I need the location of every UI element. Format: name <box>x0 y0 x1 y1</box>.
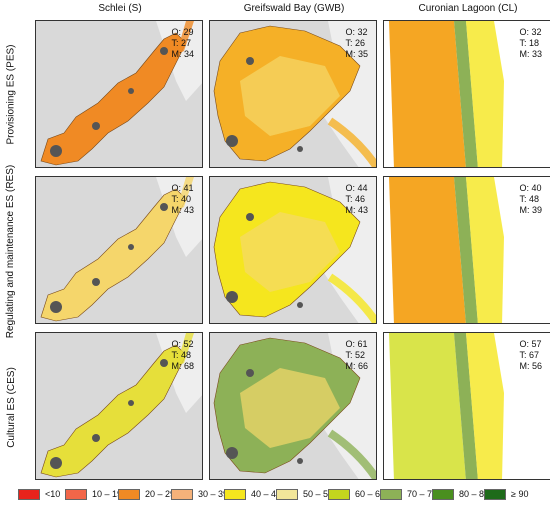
stat-m: M: 33 <box>519 49 542 59</box>
stat-o: O: 57 <box>519 339 542 349</box>
stats-box: O: 52 T: 48 M: 68 <box>171 339 194 372</box>
map-image <box>36 177 202 323</box>
stats-box: O: 32 T: 18 M: 33 <box>519 27 542 60</box>
legend-item: 60 – 69 <box>328 484 385 504</box>
stat-o: O: 41 <box>171 183 194 193</box>
column-title-curonian-lagoon: Curonian Lagoon (CL) <box>418 3 518 14</box>
map-panel-schlei-res: O: 41 T: 40 M: 43 <box>35 176 203 324</box>
stats-box: O: 57 T: 67 M: 56 <box>519 339 542 372</box>
legend-item: 70 – 79 <box>380 484 437 504</box>
legend-swatch <box>484 488 506 500</box>
row-title-provisioning: Provisioning ES (PES) <box>5 43 17 145</box>
map-panel-schlei-pes: O: 29 T: 27 M: 34 <box>35 20 203 168</box>
stat-m: M: 66 <box>345 361 368 371</box>
stats-box: O: 40 T: 48 M: 39 <box>519 183 542 216</box>
legend-swatch <box>65 488 87 500</box>
stat-m: M: 68 <box>171 361 194 371</box>
legend-label: 80 – 89 <box>459 489 490 499</box>
legend-item: 50 – 59 <box>276 484 333 504</box>
stat-o: O: 29 <box>171 27 194 37</box>
legend-swatch <box>118 488 140 500</box>
legend-label: <10 <box>45 489 61 499</box>
legend-label: 50 – 59 <box>303 489 334 499</box>
map-panel-schlei-ces: O: 52 T: 48 M: 68 <box>35 332 203 480</box>
map-image <box>384 21 550 167</box>
legend-item: 40 – 49 <box>224 484 281 504</box>
stat-m: M: 43 <box>345 205 368 215</box>
stat-o: O: 32 <box>345 27 368 37</box>
legend-swatch <box>380 488 402 500</box>
map-image <box>210 21 376 167</box>
legend-item: ≥ 90 <box>484 484 528 504</box>
map-panel-curonian-lagoon-res: O: 40 T: 48 M: 39 <box>383 176 550 324</box>
map-panel-curonian-lagoon-ces: O: 57 T: 67 M: 56 <box>383 332 550 480</box>
legend-label: 20 – 29 <box>145 489 176 499</box>
stats-box: O: 44 T: 46 M: 43 <box>345 183 368 216</box>
stat-t: T: 67 <box>519 350 539 360</box>
map-image <box>210 177 376 323</box>
map-image <box>36 21 202 167</box>
map-image <box>36 333 202 479</box>
stat-o: O: 40 <box>519 183 542 193</box>
stats-box: O: 61 T: 52 M: 66 <box>345 339 368 372</box>
stat-m: M: 34 <box>171 49 194 59</box>
legend-swatch <box>328 488 350 500</box>
legend-swatch <box>18 488 40 500</box>
legend: <10 10 – 19 20 – 29 30 – 39 40 – 49 50 – 59 60… <box>18 484 548 504</box>
map-panel-greifswald-bay-pes: O: 32 T: 26 M: 35 <box>209 20 377 168</box>
legend-swatch <box>171 488 193 500</box>
legend-label: 60 – 69 <box>355 489 386 499</box>
column-title-schlei: Schlei (S) <box>98 3 142 14</box>
legend-item: 80 – 89 <box>432 484 489 504</box>
map-image <box>384 333 550 479</box>
legend-swatch <box>276 488 298 500</box>
stat-t: T: 40 <box>171 194 191 204</box>
stat-t: T: 18 <box>519 38 539 48</box>
map-image <box>384 177 550 323</box>
row-title-cultural: Cultural ES (CES) <box>5 366 17 448</box>
stat-o: O: 44 <box>345 183 368 193</box>
legend-label: 70 – 79 <box>407 489 438 499</box>
legend-label: 40 – 49 <box>251 489 282 499</box>
legend-item: 10 – 19 <box>65 484 122 504</box>
stats-box: O: 41 T: 40 M: 43 <box>171 183 194 216</box>
stat-t: T: 26 <box>345 38 365 48</box>
stat-m: M: 35 <box>345 49 368 59</box>
map-panel-greifswald-bay-ces: O: 61 T: 52 M: 66 <box>209 332 377 480</box>
map-panel-greifswald-bay-res: O: 44 T: 46 M: 43 <box>209 176 377 324</box>
stat-m: M: 43 <box>171 205 194 215</box>
stat-m: M: 39 <box>519 205 542 215</box>
stat-m: M: 56 <box>519 361 542 371</box>
legend-label: 10 – 19 <box>92 489 123 499</box>
stat-o: O: 52 <box>171 339 194 349</box>
stat-o: O: 61 <box>345 339 368 349</box>
map-panel-curonian-lagoon-pes: O: 32 T: 18 M: 33 <box>383 20 550 168</box>
stat-t: T: 52 <box>345 350 365 360</box>
legend-item: 30 – 39 <box>171 484 228 504</box>
map-image <box>210 333 376 479</box>
row-title-regulating: Regulating and maintenance ES (RES) <box>5 164 17 338</box>
stat-t: T: 48 <box>519 194 539 204</box>
stat-t: T: 48 <box>171 350 191 360</box>
stat-t: T: 46 <box>345 194 365 204</box>
legend-label: 30 – 39 <box>198 489 229 499</box>
stats-box: O: 29 T: 27 M: 34 <box>171 27 194 60</box>
stat-o: O: 32 <box>519 27 542 37</box>
legend-item: 20 – 29 <box>118 484 175 504</box>
legend-label: ≥ 90 <box>511 489 529 499</box>
column-title-greifswald-bay: Greifswald Bay (GWB) <box>243 3 345 14</box>
stats-box: O: 32 T: 26 M: 35 <box>345 27 368 60</box>
stat-t: T: 27 <box>171 38 191 48</box>
legend-swatch <box>224 488 246 500</box>
legend-swatch <box>432 488 454 500</box>
legend-item: <10 <box>18 484 60 504</box>
